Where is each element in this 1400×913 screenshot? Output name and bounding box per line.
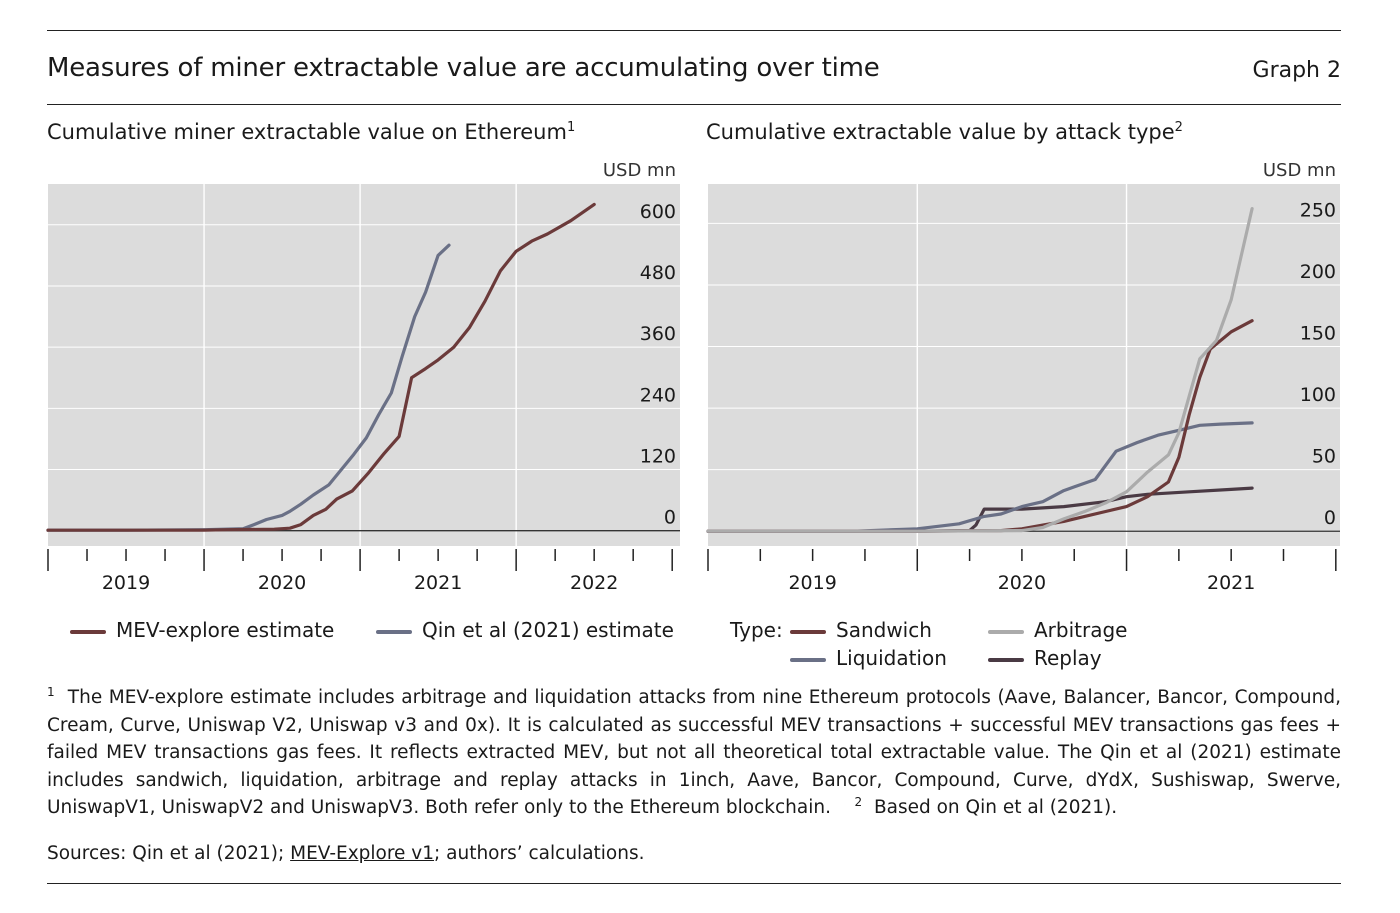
legend-label-liquidation: Liquidation: [836, 646, 947, 670]
x-tick-label: 2019: [102, 572, 150, 594]
left-legend: MEV-explore estimate Qin et al (2021) es…: [70, 618, 690, 646]
y-tick-label: 0: [664, 507, 676, 529]
footnotes: 1 The MEV-explore estimate includes arbi…: [47, 684, 1341, 822]
series-line-qin-et-al-2021-estimate: [46, 243, 451, 532]
top-rule: [47, 30, 1341, 31]
right-panel-footnote-mark: 2: [1174, 120, 1183, 135]
right-chart: 0 50 100 150 200 250 USD mn 2019 2020 2021: [706, 160, 1340, 594]
legend-swatch-qin: [376, 629, 412, 634]
legend-item-qin: Qin et al (2021) estimate: [376, 618, 674, 642]
legend-item-arbitrage: Arbitrage: [988, 618, 1127, 642]
footnote-1-text: The MEV-explore estimate includes arbitr…: [47, 687, 1341, 818]
right-panel-title-text: Cumulative extractable value by attack t…: [706, 120, 1175, 144]
y-tick-label: 240: [640, 384, 676, 406]
series-line-liquidation: [706, 421, 1254, 533]
legend-label-arbitrage: Arbitrage: [1034, 618, 1128, 642]
x-tick-label: 2021: [1207, 572, 1255, 594]
legend-swatch-replay: [988, 657, 1024, 662]
y-tick-label: 50: [1312, 446, 1336, 468]
y-tick-label: 200: [1300, 261, 1336, 283]
y-tick-label: 100: [1300, 384, 1336, 406]
sources-line: Sources: Qin et al (2021); MEV-Explore v…: [47, 843, 645, 864]
right-panel-title: Cumulative extractable value by attack t…: [706, 120, 1183, 144]
y-tick-label: 120: [640, 446, 676, 468]
sources-link[interactable]: MEV-Explore v1: [290, 843, 435, 864]
legend-swatch-liquidation: [790, 657, 826, 662]
x-tick-label: 2020: [258, 572, 306, 594]
title-rule: [47, 104, 1341, 105]
legend-label-sandwich: Sandwich: [836, 618, 932, 642]
legend-swatch-sandwich: [790, 629, 826, 634]
x-tick-label: 2020: [998, 572, 1046, 594]
legend-item-mev-explore: MEV-explore estimate: [70, 618, 334, 642]
y-tick-label: 150: [1300, 323, 1336, 345]
bottom-rule: [47, 883, 1341, 884]
legend-prefix: Type:: [730, 618, 783, 642]
y-tick-label: 480: [640, 262, 676, 284]
sources-prefix: Sources: Qin et al (2021);: [47, 843, 291, 864]
footnote-2-text: Based on Qin et al (2021).: [873, 797, 1118, 818]
y-unit-label: USD mn: [603, 160, 676, 181]
legend-swatch-arbitrage: [988, 629, 1024, 634]
legend-label-replay: Replay: [1034, 646, 1102, 670]
left-panel-title: Cumulative miner extractable value on Et…: [47, 120, 575, 144]
y-tick-label: 0: [1324, 507, 1336, 529]
graph-number: Graph 2: [1252, 58, 1341, 83]
y-tick-label: 600: [640, 201, 676, 223]
right-legend: Type: Sandwich Arbitrage Liquidation Rep…: [730, 618, 1330, 678]
series-line-arbitrage: [706, 207, 1254, 533]
x-tick-label: 2019: [788, 572, 836, 594]
y-tick-label: 360: [640, 323, 676, 345]
y-unit-label: USD mn: [1263, 160, 1336, 181]
y-tick-label: 250: [1300, 199, 1336, 221]
page-title: Measures of miner extractable value are …: [47, 53, 880, 83]
sources-suffix: ; authors’ calculations.: [434, 843, 645, 864]
legend-label-mev-explore: MEV-explore estimate: [116, 618, 335, 642]
footnote-1-mark: 1: [47, 684, 55, 699]
x-tick-label: 2021: [414, 572, 462, 594]
legend-item-replay: Replay: [988, 646, 1102, 670]
legend-swatch-mev-explore: [70, 629, 106, 634]
left-chart: 0 120 240 360 480 600 USD mn 2019 2020 2021 2022: [46, 160, 680, 594]
legend-item-liquidation: Liquidation: [790, 646, 947, 670]
legend-item-sandwich: Sandwich: [790, 618, 932, 642]
left-panel-title-text: Cumulative miner extractable value on Et…: [47, 120, 567, 144]
footnote-2-mark: 2: [854, 794, 863, 809]
series-line-mev-explore-estimate: [46, 202, 596, 532]
legend-label-qin: Qin et al (2021) estimate: [422, 618, 674, 642]
left-panel-footnote-mark: 1: [566, 120, 576, 135]
x-tick-label: 2022: [570, 572, 618, 594]
plot-background: [48, 184, 680, 546]
plot-background: [708, 184, 1340, 546]
